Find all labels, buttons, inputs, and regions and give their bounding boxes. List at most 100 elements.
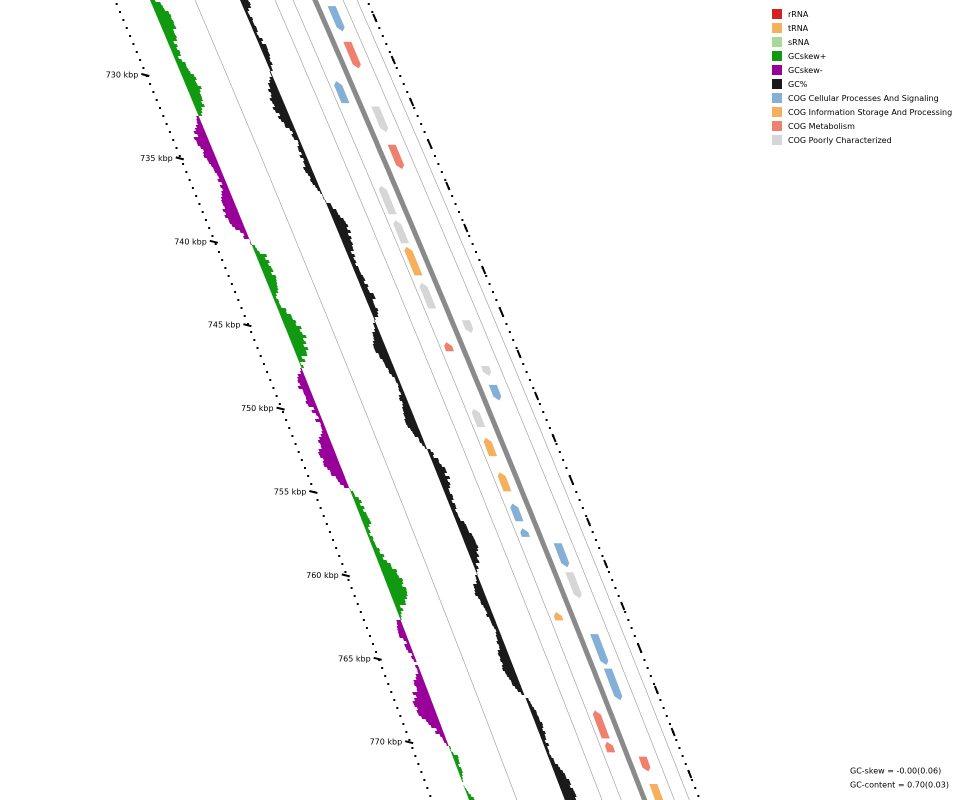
gc-skew <box>362 521 372 524</box>
gc-skew <box>397 632 407 635</box>
ruler-dot <box>372 643 375 645</box>
gc-skew <box>448 746 452 749</box>
gc-skew <box>372 548 381 551</box>
feature <box>520 528 530 537</box>
gc-content <box>486 611 493 614</box>
ruler-label: 760 kbp <box>306 571 339 580</box>
gc-skew <box>416 707 436 710</box>
ruler-dot <box>303 467 306 469</box>
ruler-dot <box>168 131 171 133</box>
gc-skew <box>315 413 321 416</box>
gc-skew <box>357 509 364 512</box>
gc-skew <box>361 518 371 521</box>
ruler-dot <box>201 211 204 213</box>
gc-skew <box>197 134 208 137</box>
feature <box>638 756 651 772</box>
gc-skew-note: GC-skew = -0.00(0.06) <box>850 767 941 776</box>
feature <box>419 282 437 309</box>
gc-content <box>477 596 487 599</box>
gc-content <box>431 461 440 464</box>
ruler-dot <box>662 707 665 709</box>
ruler-dot <box>356 603 359 605</box>
gc-content <box>243 8 250 11</box>
ruler-dot <box>152 91 155 93</box>
gc-content <box>269 68 273 71</box>
gc-skew <box>262 272 273 275</box>
gc-skew <box>416 668 421 671</box>
ruler-tick <box>620 601 626 611</box>
gc-content <box>452 512 459 515</box>
gc-content <box>548 758 555 761</box>
gc-skew <box>371 545 377 548</box>
gc-content <box>297 146 304 149</box>
ruler-dot <box>558 451 561 453</box>
gc-skew <box>427 722 441 725</box>
ruler-dot <box>697 795 700 797</box>
ruler-dot <box>385 43 388 45</box>
gc-skew <box>266 281 278 284</box>
gc-skew <box>189 95 203 98</box>
gc-content <box>474 575 479 578</box>
gc-skew <box>150 2 162 5</box>
gc-skew <box>184 83 198 86</box>
gc-skew <box>391 596 408 599</box>
gc-skew <box>414 665 419 668</box>
gc-content <box>508 677 519 680</box>
ruler-dot <box>175 147 178 149</box>
gc-content <box>455 521 465 524</box>
gc-skew <box>377 560 388 563</box>
ruler-dot <box>653 683 656 685</box>
ruler-dot <box>633 635 636 637</box>
gc-skew <box>196 143 212 146</box>
gc-skew <box>278 311 288 314</box>
gc-content <box>372 341 385 344</box>
gc-content <box>272 107 287 110</box>
gc-skew <box>458 773 463 776</box>
gc-skew <box>188 92 201 95</box>
gc-content <box>264 56 271 59</box>
ruler-label: 750 kbp <box>241 404 274 413</box>
gc-skew <box>335 476 346 479</box>
gc-content <box>445 494 454 497</box>
ruler-dot <box>525 371 528 373</box>
ruler-tick <box>603 559 609 569</box>
ruler-dot <box>548 427 551 429</box>
ruler-dot <box>278 403 281 405</box>
ruler-tick <box>372 13 378 23</box>
gc-skew <box>375 554 385 557</box>
gc-content <box>506 674 518 677</box>
gc-content <box>479 599 488 602</box>
gc-content <box>387 368 396 371</box>
gc-content <box>274 110 289 113</box>
gc-content <box>344 248 354 251</box>
gc-content <box>280 119 292 122</box>
ruler-dot <box>371 11 374 13</box>
ruler-dot <box>195 195 198 197</box>
gc-skew <box>462 782 464 785</box>
gc-content <box>289 128 296 131</box>
ruler-dot <box>416 115 419 117</box>
ruler-label: 765 kbp <box>338 654 371 663</box>
ruler-dot <box>375 651 378 653</box>
gc-content <box>247 17 254 20</box>
gc-content <box>267 83 277 86</box>
legend-label: tRNA <box>788 24 809 33</box>
ruler-dot <box>607 571 610 573</box>
gc-content <box>482 605 491 608</box>
ruler-dot <box>256 347 259 349</box>
gc-content <box>373 347 387 350</box>
ruler-dot <box>272 387 275 389</box>
gc-content <box>268 80 276 83</box>
ruler-dot <box>208 227 211 229</box>
feature <box>343 41 361 69</box>
gc-skew <box>319 443 333 446</box>
gc-content <box>369 308 379 311</box>
gc-content <box>469 554 480 557</box>
gc-skew <box>406 641 410 644</box>
gc-content <box>538 731 546 734</box>
gc-content <box>405 422 418 425</box>
gc-skew <box>303 392 313 395</box>
ruler-tick <box>534 391 540 401</box>
gc-skew <box>249 242 252 245</box>
gc-content <box>497 650 508 653</box>
